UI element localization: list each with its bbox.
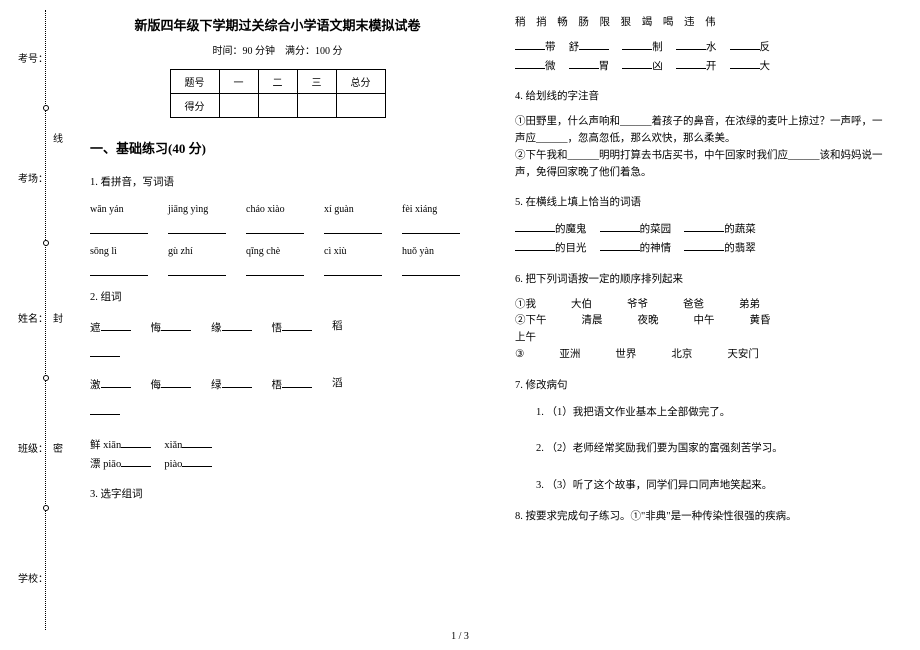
score-cell[interactable] — [219, 94, 258, 118]
q7-prompt: 7. 修改病句 — [515, 378, 890, 395]
q2-char: 悔 — [151, 319, 192, 338]
q6-prompt: 6. 把下列词语按一定的顺序排列起来 — [515, 272, 890, 289]
q4-line1: ①田野里，什么声响和______着孩子的鼻音，在浓绿的麦叶上掠过？一声呼，一声应… — [515, 114, 890, 148]
score-table: 题号 一 二 三 总分 得分 — [170, 69, 386, 118]
binding-dot — [43, 240, 49, 246]
q2-xian: 鲜 xiān xiǎn — [90, 436, 465, 455]
binding-dot — [43, 375, 49, 381]
cut-char: 封 — [52, 310, 64, 325]
cut-char: 密 — [52, 440, 64, 455]
q2-char: 激 — [90, 376, 131, 395]
q5-row: 的魔鬼 的菜园 的蔬菜 — [515, 220, 890, 239]
binding-label-school: 学校： — [8, 570, 58, 585]
binding-dot — [43, 105, 49, 111]
section-1-title: 一、基础练习(40 分) — [90, 138, 465, 157]
q2-char: 梧 — [272, 376, 313, 395]
pinyin: fèi xiáng — [402, 202, 460, 218]
q2-char: 遮 — [90, 319, 131, 338]
page-columns: 新版四年级下学期过关综合小学语文期末模拟试卷 时间：90 分钟 满分：100 分… — [80, 10, 900, 620]
q2-prompt: 2. 组词 — [90, 290, 465, 307]
column-right: 稍 捎 畅 肠 限 狠 竭 喝 违 伟 带 舒 制 水 反 微 胃 凶 开 大 … — [505, 10, 900, 620]
binding-label-name: 姓名： — [8, 310, 58, 325]
q1-pinyin-row: wān yán jiāng yìng cháo xiào xí guàn fèi… — [90, 202, 465, 218]
question-2: 2. 组词 遮 悔 缘 悟 稻 激 侮 绿 梧 滔 鲜 xiān xiǎn — [90, 290, 465, 474]
q2-blank-line[interactable] — [90, 403, 465, 422]
pinyin: gù zhí — [168, 244, 226, 260]
question-6: 6. 把下列词语按一定的顺序排列起来 ①我大伯爷爷爸爸弟弟 ②下午清晨夜晚中午黄… — [515, 272, 890, 364]
q1-blank-row[interactable] — [90, 262, 465, 276]
binding-margin: 考号： 考场： 姓名： 班级： 学校： 线 封 密 — [0, 0, 60, 650]
score-th: 二 — [258, 70, 297, 94]
question-3-prompt: 3. 选字组词 — [90, 487, 465, 504]
binding-label-class: 班级： — [8, 440, 58, 455]
q7-s3: 3. （3）听了这个故事，同学们异口同声地笑起来。 — [515, 478, 890, 495]
pinyin: cháo xiào — [246, 202, 304, 218]
pinyin: wān yán — [90, 202, 148, 218]
question-7: 7. 修改病句 1. （1）我把语文作业基本上全部做完了。 2. （2）老师经常… — [515, 378, 890, 495]
pinyin: huǒ yàn — [402, 244, 460, 260]
exam-subtitle: 时间：90 分钟 满分：100 分 — [90, 42, 465, 57]
question-4: 4. 给划线的字注音 ①田野里，什么声响和______着孩子的鼻音，在浓绿的麦叶… — [515, 89, 890, 181]
score-th: 总分 — [336, 70, 385, 94]
q2-row: 激 侮 绿 梧 滔 — [90, 376, 465, 395]
q2-piao: 漂 piāo piào — [90, 455, 465, 474]
score-cell[interactable] — [297, 94, 336, 118]
q5-row: 的目光 的神情 的翡翠 — [515, 239, 890, 258]
q3-fill-row: 微 胃 凶 开 大 — [515, 57, 890, 76]
binding-dot — [43, 505, 49, 511]
q2-char: 缘 — [211, 319, 252, 338]
exam-title: 新版四年级下学期过关综合小学语文期末模拟试卷 — [90, 15, 465, 34]
score-cell[interactable] — [336, 94, 385, 118]
score-cell[interactable] — [258, 94, 297, 118]
score-row-label: 得分 — [170, 94, 219, 118]
q2-row: 遮 悔 缘 悟 稻 — [90, 319, 465, 338]
q6-row: ②下午清晨夜晚中午黄昏 — [515, 313, 890, 330]
question-5: 5. 在横线上填上恰当的词语 的魔鬼 的菜园 的蔬菜 的目光 的神情 的翡翠 — [515, 195, 890, 257]
q1-prompt: 1. 看拼音，写词语 — [90, 175, 465, 192]
q7-s1: 1. （1）我把语文作业基本上全部做完了。 — [515, 405, 890, 422]
q3-char-row: 稍 捎 畅 肠 限 狠 竭 喝 违 伟 — [515, 15, 890, 32]
q2-char: 稻 — [332, 319, 343, 338]
pinyin: cì xiù — [324, 244, 382, 260]
binding-label-room: 考场： — [8, 170, 58, 185]
q4-prompt: 4. 给划线的字注音 — [515, 89, 890, 106]
q5-prompt: 5. 在横线上填上恰当的词语 — [515, 195, 890, 212]
score-th: 三 — [297, 70, 336, 94]
q6-row: ①我大伯爷爷爸爸弟弟 — [515, 297, 890, 314]
pinyin: sōng lì — [90, 244, 148, 260]
cut-char: 线 — [52, 130, 64, 145]
q3-fill-row: 带 舒 制 水 反 — [515, 38, 890, 57]
q1-pinyin-row: sōng lì gù zhí qīng chè cì xiù huǒ yàn — [90, 244, 465, 260]
q2-char: 绿 — [211, 376, 252, 395]
q7-s2: 2. （2）老师经常奖励我们要为国家的富强刻苦学习。 — [515, 441, 890, 458]
q6-row-tail: 上午 — [515, 330, 890, 347]
q2-char: 滔 — [332, 376, 343, 395]
q4-line2: ②下午我和______明明打算去书店买书，中午回家时我们应______该和妈妈说… — [515, 148, 890, 182]
score-th: 一 — [219, 70, 258, 94]
q2-blank-line[interactable] — [90, 345, 465, 364]
score-th: 题号 — [170, 70, 219, 94]
q6-row: ③亚洲世界北京天安门 — [515, 347, 890, 364]
q2-char: 悟 — [272, 319, 313, 338]
binding-label-examno: 考号： — [8, 50, 58, 65]
page-footer: 1 / 3 — [0, 631, 920, 642]
question-1: 1. 看拼音，写词语 wān yán jiāng yìng cháo xiào … — [90, 175, 465, 276]
q1-blank-row[interactable] — [90, 220, 465, 234]
question-3-body: 稍 捎 畅 肠 限 狠 竭 喝 违 伟 带 舒 制 水 反 微 胃 凶 开 大 — [515, 15, 890, 75]
pinyin: qīng chè — [246, 244, 304, 260]
pinyin: jiāng yìng — [168, 202, 226, 218]
column-left: 新版四年级下学期过关综合小学语文期末模拟试卷 时间：90 分钟 满分：100 分… — [80, 10, 475, 620]
pinyin: xí guàn — [324, 202, 382, 218]
question-8: 8. 按要求完成句子练习。①"非典"是一种传染性很强的疾病。 — [515, 509, 890, 526]
q2-char: 侮 — [151, 376, 192, 395]
